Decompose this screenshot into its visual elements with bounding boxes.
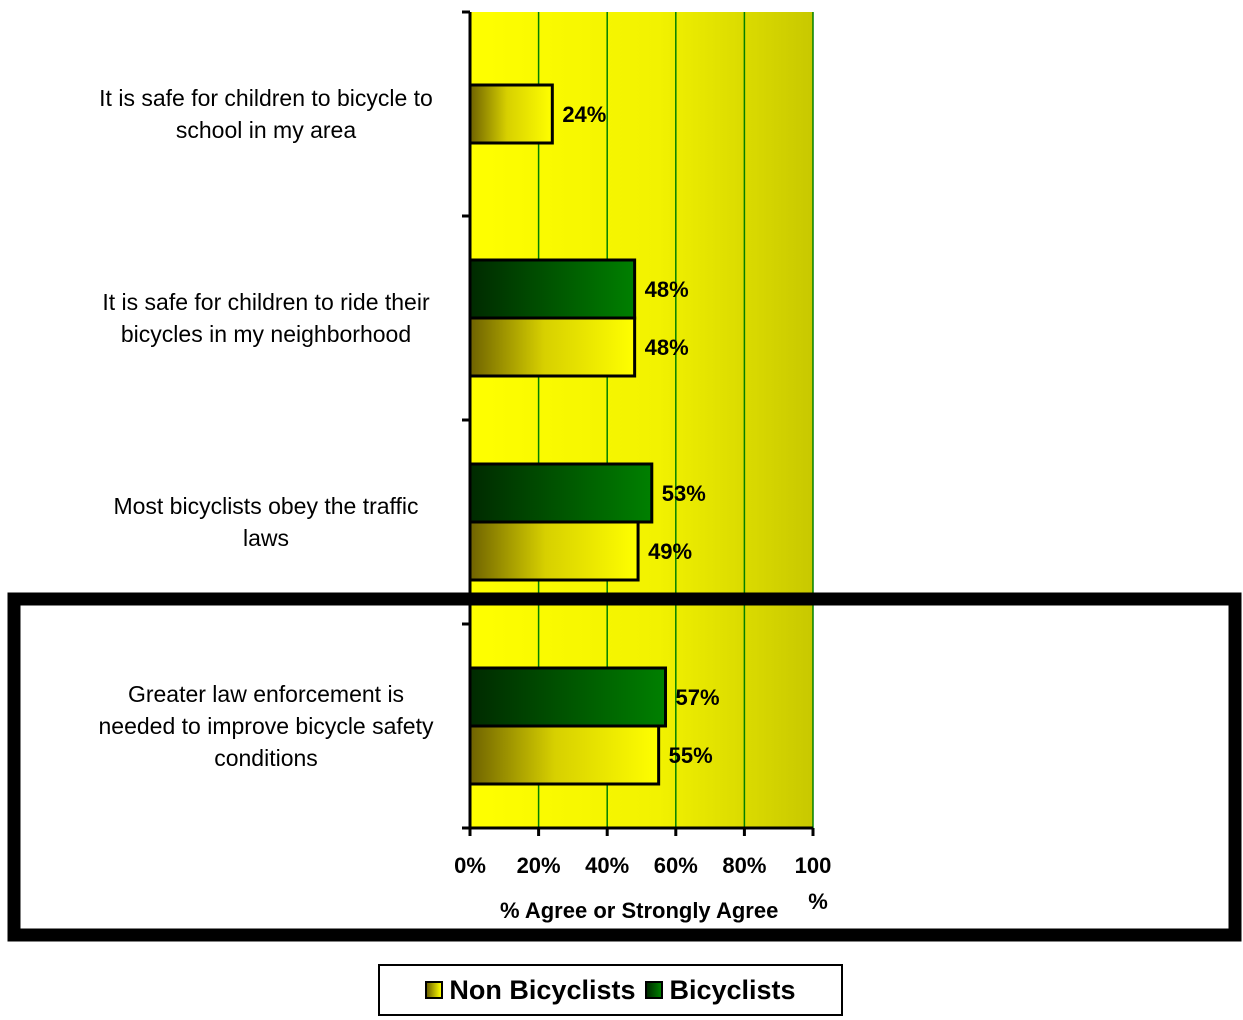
- value-label-bicyclists: 48%: [645, 277, 689, 302]
- value-label-non-bicyclists: 24%: [562, 102, 606, 127]
- value-label-bicyclists: 53%: [662, 481, 706, 506]
- category-label: Most bicyclists obey the traffic laws: [113, 493, 418, 551]
- x-tick-label: 20%: [517, 853, 561, 878]
- legend-swatch-bicyclists: [645, 981, 664, 999]
- bar-bicyclists: [468, 258, 637, 320]
- value-label-non-bicyclists: 49%: [648, 539, 692, 564]
- category-label: It is safe for children to ride their bic…: [102, 289, 430, 347]
- x-tick-label: 60%: [654, 853, 698, 878]
- bar-non-bicyclists: [468, 520, 640, 582]
- x-axis-title: % Agree or Strongly Agree: [500, 898, 778, 923]
- x-tick-label: 80%: [722, 853, 766, 878]
- x-tick-label: 100%: [795, 853, 832, 914]
- bar-non-bicyclists: [468, 83, 554, 145]
- bar-non-bicyclists: [468, 316, 637, 378]
- bar-bicyclists: [468, 666, 668, 728]
- legend-swatch-non-bicyclists: [425, 981, 444, 999]
- legend-label-non-bicyclists: Non Bicyclists: [449, 974, 636, 1005]
- legend-label-bicyclists: Bicyclists: [669, 974, 796, 1005]
- legend-item-bicyclists: Bicyclists: [645, 974, 796, 1006]
- category-label: Greater law enforcement is needed to impr…: [99, 681, 434, 771]
- category-label: It is safe for children to bicycle to sch…: [99, 85, 433, 143]
- value-label-non-bicyclists: 55%: [669, 743, 713, 768]
- legend: Non Bicyclists Bicyclists: [378, 964, 843, 1016]
- bar-non-bicyclists: [468, 724, 661, 786]
- x-tick-label: 40%: [585, 853, 629, 878]
- value-label-non-bicyclists: 48%: [645, 335, 689, 360]
- legend-item-non-bicyclists: Non Bicyclists: [425, 975, 635, 1006]
- value-label-bicyclists: 57%: [676, 685, 720, 710]
- highlight-box: [7, 592, 1242, 942]
- bar-bicyclists: [468, 462, 654, 524]
- x-tick-label: 0%: [454, 853, 486, 878]
